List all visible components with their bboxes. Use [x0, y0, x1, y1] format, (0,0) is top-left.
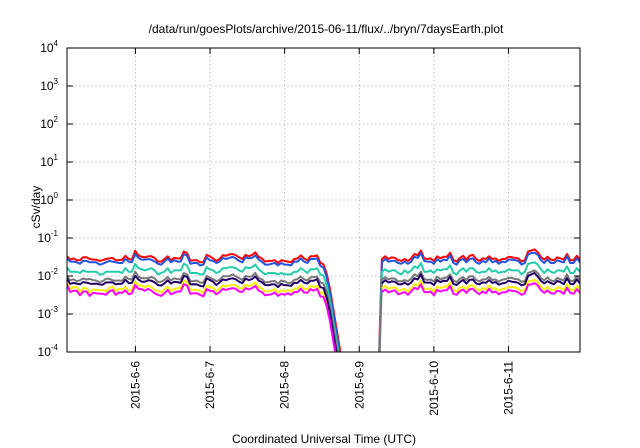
series-line	[67, 272, 580, 352]
series-line	[67, 261, 580, 352]
chart-title: /data/run/goesPlots/archive/2015-06-11/f…	[149, 22, 504, 36]
y-tick-label: 102	[40, 115, 58, 131]
x-tick-label: 2015-6-11	[501, 361, 515, 415]
tick-layer: 10-4 10-3 10-2 10-1 100 101 102 103 104 2015-6-6 2…	[38, 39, 580, 416]
y-tick-label: 10-3	[38, 305, 59, 321]
x-tick-label: 2015-6-9	[352, 361, 366, 409]
y-tick-label: 10-2	[38, 267, 59, 283]
y-tick-label: 104	[40, 39, 58, 55]
y-tick-label: 100	[40, 191, 58, 207]
x-tick-label: 2015-6-7	[203, 361, 217, 409]
series-line	[67, 269, 580, 352]
y-tick-label: 101	[40, 153, 58, 169]
x-tick-label: 2015-6-6	[128, 361, 142, 409]
y-tick-label: 10-4	[38, 343, 59, 359]
grid	[67, 48, 580, 352]
y-axis-label: cSv/day	[29, 186, 43, 229]
series-line	[67, 251, 580, 352]
x-tick-label: 2015-6-8	[278, 361, 292, 409]
series-line	[67, 278, 580, 352]
series-line	[67, 282, 580, 352]
y-tick-label: 10-1	[38, 229, 59, 245]
series-layer	[67, 248, 580, 352]
x-axis-label: Coordinated Universal Time (UTC)	[232, 432, 416, 446]
y-tick-label: 103	[40, 77, 58, 93]
x-tick-label: 2015-6-10	[427, 361, 441, 416]
